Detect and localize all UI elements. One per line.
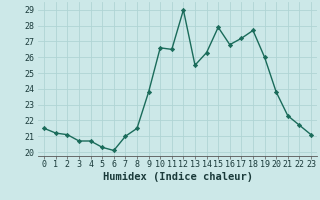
X-axis label: Humidex (Indice chaleur): Humidex (Indice chaleur) [103,172,252,182]
